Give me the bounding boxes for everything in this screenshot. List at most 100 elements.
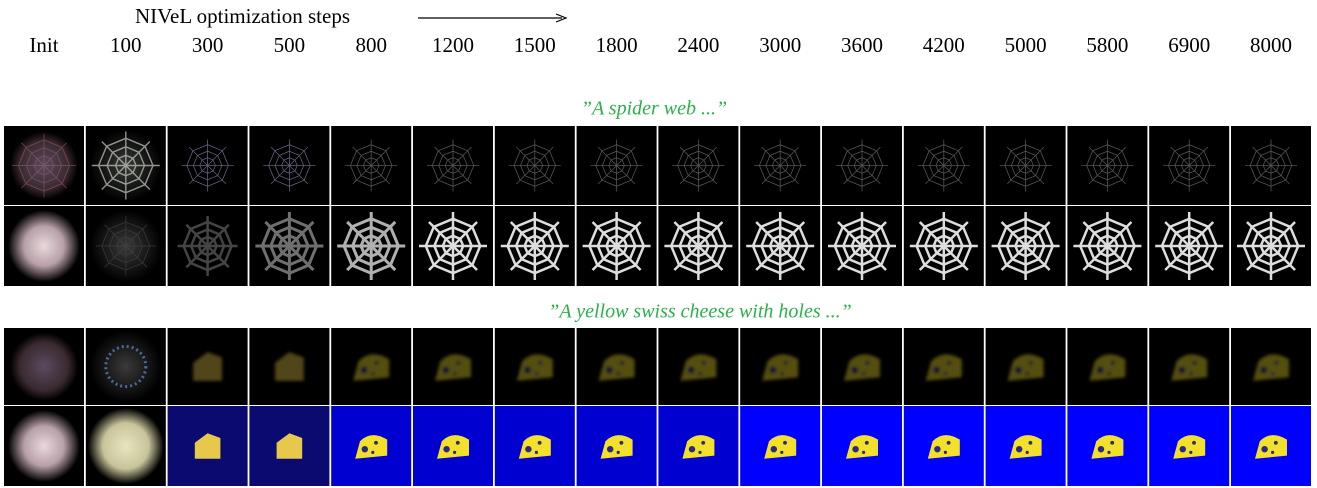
cheese-hole	[360, 366, 368, 374]
image-cell	[985, 206, 1066, 286]
web-spoke	[452, 165, 472, 185]
cheese-body	[275, 352, 304, 381]
web-spoke	[925, 146, 945, 166]
image-cell	[1149, 406, 1230, 486]
web-spoke	[434, 146, 454, 166]
image-cell	[4, 206, 84, 286]
web-spoke	[843, 165, 863, 185]
web-ring	[506, 217, 564, 275]
web-spoke	[516, 146, 536, 166]
web-spoke	[352, 146, 372, 166]
cheese-body	[925, 354, 962, 381]
cheese-hole	[1096, 366, 1104, 374]
web-spoke	[1025, 165, 1045, 185]
cheese-body	[353, 354, 390, 381]
blob	[8, 410, 80, 482]
web	[582, 212, 651, 280]
web-ring	[605, 234, 628, 258]
cheese-hole	[605, 366, 614, 374]
cheese-body	[680, 354, 717, 381]
web-ring	[33, 155, 55, 176]
web-spoke	[698, 146, 718, 166]
web-ring	[192, 150, 223, 181]
cheese	[1007, 354, 1044, 381]
web-ring	[840, 144, 884, 187]
cheese-hole	[1189, 371, 1193, 376]
cheese-hole	[1107, 450, 1111, 454]
web-spoke	[1270, 146, 1290, 166]
web-ring	[915, 217, 973, 275]
web-spoke	[125, 245, 148, 268]
faint-cheese	[925, 354, 962, 381]
web-ring	[1095, 234, 1119, 258]
web-ring	[431, 144, 475, 187]
web-spoke	[270, 146, 290, 166]
web	[337, 212, 406, 280]
web-spoke	[1006, 146, 1026, 166]
web	[917, 139, 970, 192]
web	[909, 212, 978, 280]
web	[177, 216, 238, 276]
web	[508, 139, 561, 192]
web-ring	[1160, 217, 1218, 275]
image-cell	[331, 328, 412, 405]
web-ring	[601, 150, 632, 181]
image-cell	[985, 126, 1066, 205]
cheese-hole	[453, 450, 457, 454]
web-spoke	[434, 165, 454, 185]
column-label: 1800	[596, 33, 638, 57]
web-ring	[997, 217, 1054, 275]
web-spoke	[21, 165, 45, 189]
cheese	[193, 352, 222, 381]
web-spoke	[104, 224, 127, 247]
image-cell	[167, 126, 248, 205]
web	[12, 133, 76, 198]
column-label: 2400	[677, 33, 719, 57]
web-ring	[608, 157, 625, 174]
cheese-hole	[864, 440, 869, 445]
cheese-hole	[862, 371, 866, 376]
cheese-hole	[1271, 450, 1275, 454]
cheese-body	[435, 354, 471, 381]
web-ring	[189, 228, 226, 264]
image-cell	[1149, 206, 1230, 286]
cheese	[435, 354, 471, 381]
cheese-hole	[1028, 440, 1033, 445]
column-label: 800	[355, 33, 387, 57]
faint-cheese	[1007, 354, 1044, 381]
image-cell	[576, 206, 657, 286]
web	[255, 212, 324, 280]
web-ring	[847, 150, 877, 181]
web-ring	[932, 234, 956, 258]
cheese	[680, 354, 717, 381]
cheese-body	[1253, 354, 1289, 381]
web-spoke	[1025, 146, 1045, 166]
web-ring	[438, 150, 468, 181]
image-cell	[494, 406, 575, 486]
cheese-body	[927, 435, 960, 459]
web-ring	[765, 150, 795, 181]
web	[836, 139, 888, 192]
cheese-hole	[865, 360, 870, 366]
cheese-body	[1171, 354, 1208, 381]
web	[746, 212, 815, 280]
web-ring	[1262, 157, 1280, 174]
blob	[87, 408, 164, 484]
web-ring	[350, 225, 392, 267]
image-cell	[1231, 206, 1311, 286]
web-ring	[1078, 217, 1136, 275]
cheese-hole	[1097, 446, 1105, 453]
web-ring	[768, 234, 792, 258]
cheese-hole	[783, 440, 787, 445]
web-ring	[923, 225, 964, 267]
cheese-body	[355, 435, 388, 459]
web-spoke	[1088, 146, 1108, 166]
arrow	[418, 13, 568, 23]
cheese-hole	[455, 440, 460, 445]
cheese-hole	[442, 366, 450, 374]
web-ring	[186, 144, 229, 187]
web	[181, 139, 234, 192]
web-spoke	[597, 146, 617, 166]
cheese-hole	[538, 360, 543, 366]
